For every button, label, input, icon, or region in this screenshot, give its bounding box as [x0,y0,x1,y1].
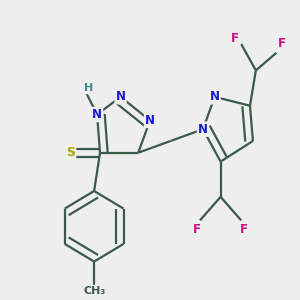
Text: N: N [210,90,220,104]
Text: H: H [84,83,93,93]
Text: N: N [116,90,126,104]
Text: N: N [198,123,208,136]
Text: N: N [145,114,155,127]
Text: S: S [66,146,75,159]
Text: N: N [92,108,102,121]
Text: F: F [278,38,286,50]
Text: CH₃: CH₃ [83,286,105,296]
Text: F: F [193,223,201,236]
Text: F: F [240,223,248,236]
Text: F: F [231,32,239,45]
